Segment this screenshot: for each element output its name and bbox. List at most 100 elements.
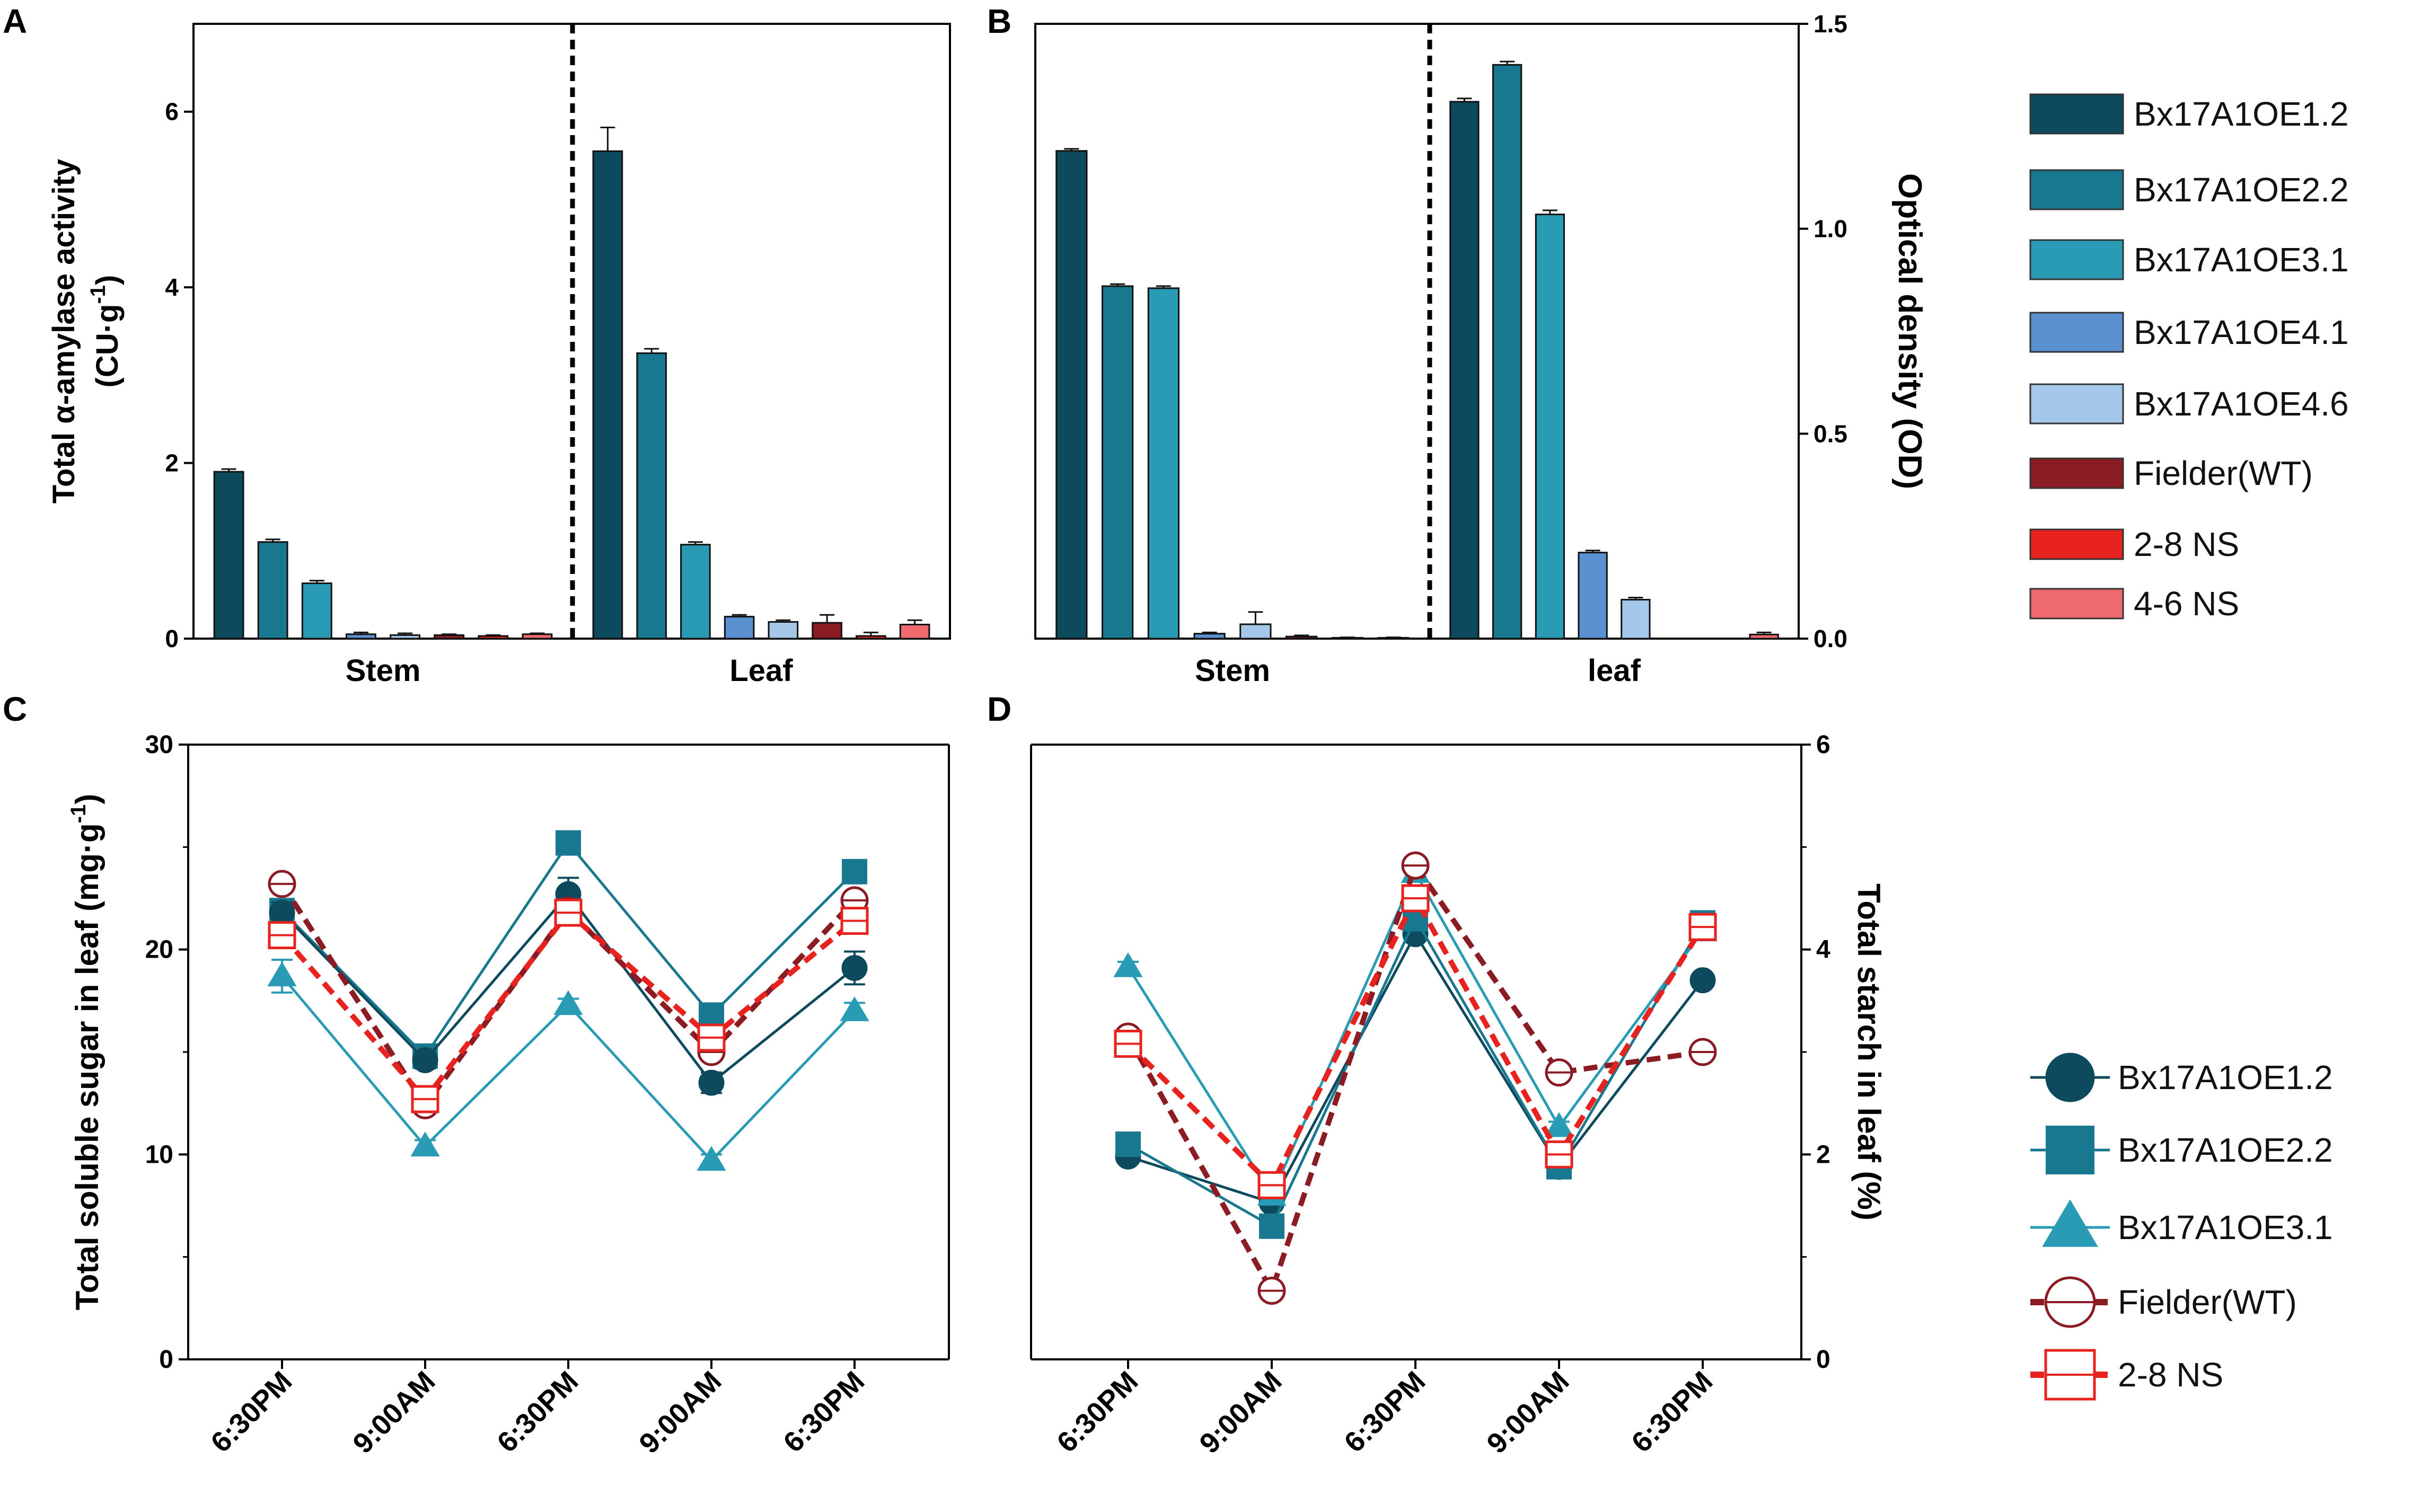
group-label: Stem bbox=[346, 653, 421, 688]
data-point bbox=[412, 1047, 438, 1073]
legend-marker bbox=[2046, 1126, 2094, 1174]
x-tick-label: 6:30PM bbox=[205, 1365, 298, 1458]
bar bbox=[1193, 633, 1226, 640]
bar bbox=[1492, 64, 1522, 640]
legend-swatch bbox=[2029, 169, 2124, 210]
bar bbox=[812, 622, 842, 640]
x-tick-label: 9:00AM bbox=[347, 1365, 441, 1460]
bar bbox=[856, 635, 886, 640]
y-tick-label: 0 bbox=[1816, 1346, 1830, 1374]
y-tick-label: 0 bbox=[165, 625, 179, 652]
panel-letter-a: A bbox=[3, 2, 27, 40]
bar bbox=[1449, 101, 1480, 640]
x-tick-label: 9:00AM bbox=[1193, 1365, 1288, 1460]
x-tick-label: 6:30PM bbox=[1625, 1365, 1719, 1458]
data-point bbox=[556, 830, 581, 856]
legend-swatch bbox=[2029, 239, 2124, 280]
panel-c-line-chart: 0 10 20 30 6:30PM 9:00AM 6:30PM 9:00AM 6:30PM Tot… bbox=[67, 731, 950, 1460]
series-line bbox=[281, 841, 856, 1058]
data-point bbox=[841, 954, 868, 981]
panel-d-line-chart: 0 2 4 6 6:30PM 9:00AM 6:30PM 9:00AM 6:30PM Total … bbox=[1030, 731, 1887, 1460]
group-label: Leaf bbox=[729, 653, 793, 688]
legend-swatch bbox=[2029, 457, 2124, 489]
x-tick-label: 6:30PM bbox=[1338, 1365, 1431, 1458]
y-tick-label: 1.0 bbox=[1814, 215, 1847, 243]
group-label: leaf bbox=[1588, 653, 1641, 688]
panel-a-bar-chart: 0 2 4 6 Stem Leaf Total α-amylase activity (CU·… bbox=[47, 23, 951, 688]
legend-swatch bbox=[2029, 93, 2124, 135]
x-tick-label: 9:00AM bbox=[1481, 1365, 1575, 1460]
y-tick-label: 2 bbox=[1816, 1140, 1830, 1169]
data-point bbox=[842, 859, 867, 885]
bar bbox=[1055, 150, 1088, 640]
data-point bbox=[1113, 952, 1143, 977]
legend-line-genotypes: Bx17A1OE1.2 Bx17A1OE2.2 Bx17A1OE3.1 Fielder… bbox=[2030, 1053, 2333, 1401]
data-point bbox=[1115, 1131, 1141, 1157]
legend-label: Fielder(WT) bbox=[2118, 1283, 2297, 1321]
bar bbox=[1535, 214, 1565, 640]
bar bbox=[213, 471, 244, 640]
legend-marker bbox=[2042, 1199, 2098, 1247]
bar bbox=[724, 616, 755, 640]
y-tick-label: 20 bbox=[145, 936, 173, 964]
legend-label: Bx17A1OE1.2 bbox=[2134, 95, 2349, 133]
legend-label: Bx17A1OE3.1 bbox=[2118, 1208, 2333, 1246]
y-tick-label: 10 bbox=[145, 1140, 173, 1169]
legend-label: Bx17A1OE4.6 bbox=[2134, 385, 2349, 423]
bar bbox=[1578, 552, 1608, 640]
bar bbox=[390, 634, 420, 640]
bar bbox=[680, 544, 711, 640]
panel-letter-c: C bbox=[3, 690, 27, 728]
series-line bbox=[1125, 860, 1703, 1297]
legend-label: Bx17A1OE2.2 bbox=[2118, 1131, 2333, 1169]
data-point bbox=[1689, 967, 1716, 994]
bar bbox=[1147, 287, 1180, 640]
y-tick-label: 0.5 bbox=[1814, 420, 1847, 447]
panel-letter-d: D bbox=[987, 690, 1011, 728]
y-axis-title: Optical density (OD) bbox=[1891, 173, 1928, 489]
bar bbox=[1285, 635, 1318, 640]
legend-label: Bx17A1OE2.2 bbox=[2134, 171, 2349, 209]
group-label: Stem bbox=[1195, 653, 1270, 688]
bar bbox=[1621, 599, 1651, 640]
bar bbox=[346, 633, 376, 640]
legend-swatch bbox=[2029, 528, 2124, 560]
y-axis-title: Total soluble sugar in leaf (mg·g-1) bbox=[67, 794, 105, 1311]
bar bbox=[478, 635, 509, 640]
x-tick-label: 6:30PM bbox=[491, 1365, 584, 1458]
legend-label: 2-8 NS bbox=[2134, 525, 2239, 563]
bar bbox=[768, 621, 799, 640]
y-tick-label: 0 bbox=[159, 1346, 173, 1374]
y-tick-label: 6 bbox=[1816, 731, 1830, 759]
data-point bbox=[410, 1131, 440, 1157]
data-point bbox=[698, 1069, 725, 1096]
bar bbox=[434, 634, 465, 640]
y-axis-title-line2: (CU·g-1) bbox=[86, 275, 125, 388]
bar bbox=[1239, 623, 1272, 640]
bar bbox=[522, 633, 553, 640]
legend-label: 2-8 NS bbox=[2118, 1356, 2223, 1394]
data-point bbox=[267, 961, 297, 987]
legend-swatch bbox=[2029, 588, 2124, 620]
bar bbox=[257, 541, 288, 640]
legend-swatch bbox=[2029, 312, 2124, 353]
y-tick-label: 1.5 bbox=[1814, 10, 1847, 38]
x-tick-label: 9:00AM bbox=[633, 1365, 727, 1460]
data-point bbox=[697, 1146, 726, 1171]
bar bbox=[636, 352, 667, 640]
y-axis-title: Total starch in leaf (%) bbox=[1851, 883, 1887, 1221]
y-tick-label: 4 bbox=[165, 273, 179, 301]
bar bbox=[1101, 285, 1134, 640]
x-tick-label: 6:30PM bbox=[777, 1365, 870, 1458]
data-point bbox=[1259, 1213, 1284, 1239]
y-tick-label: 6 bbox=[165, 98, 179, 126]
legend-swatch bbox=[2029, 383, 2124, 425]
legend-label: Bx17A1OE4.1 bbox=[2134, 313, 2349, 351]
plot-frame bbox=[1034, 23, 1800, 640]
series-line bbox=[1127, 916, 1704, 1228]
y-tick-label: 30 bbox=[145, 731, 173, 759]
y-tick-label: 4 bbox=[1816, 936, 1830, 964]
legend-marker bbox=[2045, 1053, 2095, 1102]
bar bbox=[592, 150, 623, 640]
